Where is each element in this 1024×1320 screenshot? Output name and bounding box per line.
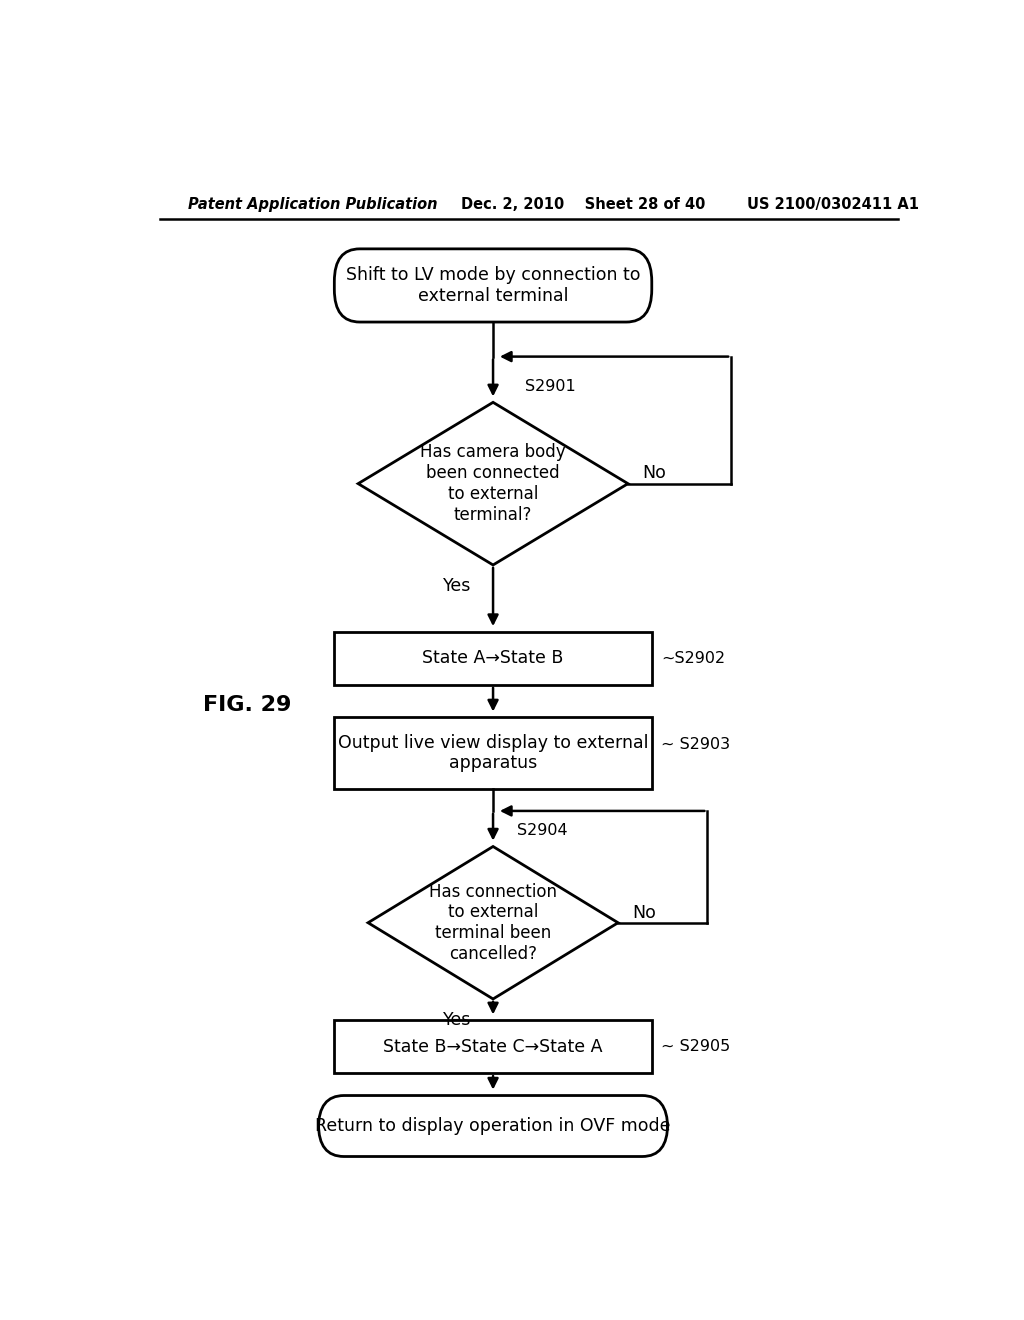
Text: State B→State C→State A: State B→State C→State A [383,1038,603,1056]
Polygon shape [358,403,628,565]
FancyBboxPatch shape [318,1096,668,1156]
Polygon shape [368,846,618,999]
Text: S2904: S2904 [517,824,567,838]
Bar [334,718,652,788]
Text: No: No [633,904,656,921]
Bar [334,632,652,685]
Text: ~ S2903: ~ S2903 [662,738,730,752]
FancyBboxPatch shape [334,249,652,322]
Text: Dec. 2, 2010    Sheet 28 of 40: Dec. 2, 2010 Sheet 28 of 40 [461,197,706,211]
Text: FIG. 29: FIG. 29 [204,696,292,715]
Text: ~ S2905: ~ S2905 [662,1039,730,1055]
Text: Shift to LV mode by connection to
external terminal: Shift to LV mode by connection to extern… [346,267,640,305]
Text: Has camera body
been connected
to external
terminal?: Has camera body been connected to extern… [420,444,566,524]
Text: Yes: Yes [443,577,471,595]
Text: Has connection
to external
terminal been
cancelled?: Has connection to external terminal been… [429,883,557,962]
Text: No: No [642,465,667,483]
Text: US 2100/0302411 A1: US 2100/0302411 A1 [748,197,919,211]
Text: Yes: Yes [443,1011,471,1030]
Text: S2901: S2901 [524,379,575,395]
Bar [334,1020,652,1073]
Text: ~S2902: ~S2902 [662,651,725,667]
Text: Return to display operation in OVF mode: Return to display operation in OVF mode [315,1117,671,1135]
Text: State A→State B: State A→State B [422,649,564,668]
Text: Output live view display to external
apparatus: Output live view display to external app… [338,734,648,772]
Text: Patent Application Publication: Patent Application Publication [187,197,437,211]
